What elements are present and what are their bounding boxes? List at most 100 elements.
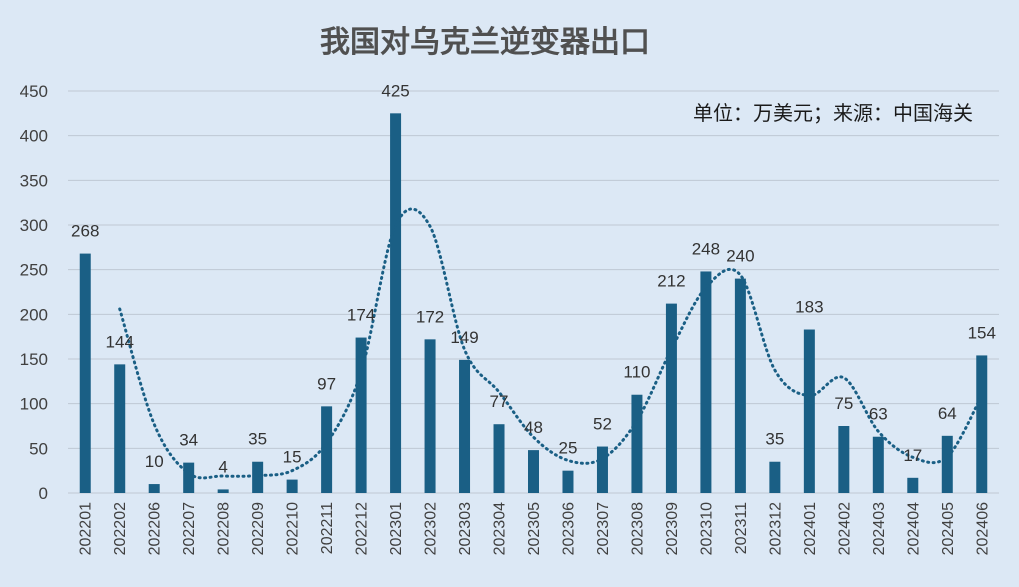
data-label: 268 bbox=[71, 222, 99, 241]
x-tick-label: 202201 bbox=[78, 502, 95, 555]
bar bbox=[562, 470, 574, 493]
data-label: 52 bbox=[593, 415, 612, 434]
bar bbox=[148, 484, 160, 493]
bar bbox=[665, 303, 677, 493]
data-label: 183 bbox=[795, 298, 823, 317]
data-label: 97 bbox=[317, 374, 336, 393]
bar bbox=[355, 337, 367, 493]
x-tick-label: 202405 bbox=[940, 502, 957, 555]
bar bbox=[114, 364, 126, 493]
bar bbox=[79, 253, 91, 493]
y-tick-label: 400 bbox=[20, 127, 48, 146]
x-tick-label: 202309 bbox=[664, 502, 681, 555]
x-tick-label: 202404 bbox=[905, 502, 922, 555]
data-label: 425 bbox=[381, 81, 409, 100]
data-label: 48 bbox=[524, 418, 543, 437]
data-label: 35 bbox=[248, 430, 267, 449]
bar bbox=[321, 406, 333, 493]
bar bbox=[596, 446, 608, 493]
moving-average-line bbox=[118, 207, 984, 480]
data-label: 174 bbox=[347, 306, 375, 325]
data-label: 110 bbox=[623, 363, 650, 382]
data-label: 64 bbox=[938, 404, 957, 423]
data-label: 144 bbox=[106, 332, 134, 351]
data-label: 17 bbox=[903, 446, 922, 465]
bar bbox=[493, 424, 505, 493]
x-tick-label: 202304 bbox=[492, 502, 509, 555]
bar bbox=[252, 461, 264, 493]
data-label: 240 bbox=[726, 247, 754, 266]
bar bbox=[872, 436, 884, 493]
bar bbox=[976, 355, 988, 493]
y-tick-label: 50 bbox=[29, 439, 48, 458]
y-tick-label: 250 bbox=[20, 261, 48, 280]
gridlines bbox=[68, 90, 999, 494]
x-tick-label: 202210 bbox=[285, 502, 302, 555]
x-tick-label: 202206 bbox=[147, 502, 164, 555]
x-tick-label: 202301 bbox=[388, 502, 405, 555]
y-tick-label: 350 bbox=[20, 171, 48, 190]
x-tick-label: 202402 bbox=[836, 502, 853, 555]
data-label: 212 bbox=[657, 272, 685, 291]
data-label: 75 bbox=[834, 394, 853, 413]
unit-source-note: 单位：万美元；来源：中国海关 bbox=[693, 101, 973, 125]
y-tick-label: 100 bbox=[20, 395, 48, 414]
y-tick-label: 450 bbox=[20, 82, 48, 101]
bar bbox=[528, 450, 539, 493]
x-tick-label: 202306 bbox=[560, 502, 577, 555]
y-tick-label: 150 bbox=[20, 350, 48, 369]
bar bbox=[459, 359, 471, 493]
x-tick-label: 202303 bbox=[457, 502, 474, 555]
bar bbox=[803, 329, 815, 493]
bar bbox=[390, 113, 402, 493]
bars bbox=[79, 113, 988, 493]
data-label: 248 bbox=[692, 239, 720, 258]
x-tick-label: 202308 bbox=[629, 502, 646, 555]
x-tick-label: 202310 bbox=[698, 502, 715, 555]
y-tick-label: 0 bbox=[39, 484, 48, 503]
x-tick-label: 202307 bbox=[595, 502, 612, 555]
data-labels: 268 144 10 34 4 35 15 97 174 425 172 149 77 48 25 52 110… bbox=[71, 81, 996, 476]
data-label: 149 bbox=[450, 328, 478, 347]
data-label: 25 bbox=[559, 439, 578, 458]
y-tick-label: 300 bbox=[20, 216, 48, 235]
x-axis-ticks: 202201 202202 202206 202207 202208 202209 2022… bbox=[78, 502, 992, 555]
bar bbox=[183, 462, 195, 493]
bar bbox=[424, 339, 436, 493]
bar bbox=[631, 394, 643, 493]
bar bbox=[286, 479, 298, 493]
data-label: 63 bbox=[869, 405, 888, 424]
data-label: 15 bbox=[283, 448, 302, 467]
x-tick-label: 202401 bbox=[802, 502, 819, 555]
bar bbox=[700, 271, 712, 493]
x-tick-label: 202208 bbox=[216, 502, 233, 555]
chart-title: 我国对乌克兰逆变器出口 bbox=[320, 25, 650, 60]
y-tick-label: 200 bbox=[20, 305, 48, 324]
bar bbox=[838, 426, 850, 493]
x-tick-label: 202209 bbox=[250, 502, 267, 555]
data-label: 154 bbox=[968, 323, 996, 342]
y-axis-ticks: 0 50 100 150 200 250 300 350 400 450 bbox=[20, 82, 48, 503]
bar bbox=[907, 477, 919, 493]
bar bbox=[941, 435, 953, 493]
data-label: 4 bbox=[218, 457, 227, 476]
bar bbox=[217, 489, 229, 493]
data-label: 172 bbox=[416, 307, 444, 326]
x-tick-label: 202202 bbox=[112, 502, 129, 555]
data-label: 10 bbox=[145, 452, 164, 471]
data-label: 34 bbox=[179, 431, 198, 450]
x-tick-label: 202302 bbox=[423, 502, 440, 555]
bar bbox=[769, 461, 781, 493]
x-tick-label: 202406 bbox=[974, 502, 991, 555]
data-label: 35 bbox=[765, 430, 784, 449]
x-tick-label: 202305 bbox=[526, 502, 543, 555]
x-tick-label: 202311 bbox=[733, 502, 750, 554]
x-tick-label: 202403 bbox=[871, 502, 888, 555]
x-tick-label: 202207 bbox=[181, 502, 198, 555]
trend-line-layer bbox=[118, 207, 984, 480]
bar bbox=[734, 278, 746, 493]
data-label: 77 bbox=[490, 392, 509, 411]
x-tick-label: 202312 bbox=[767, 502, 784, 555]
